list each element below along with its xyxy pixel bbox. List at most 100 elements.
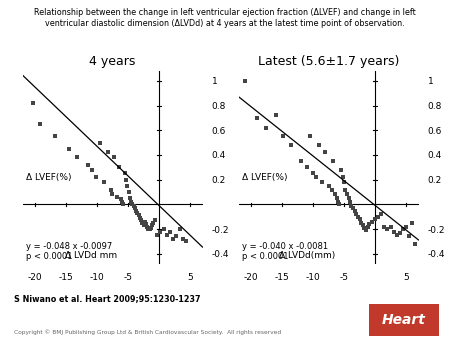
Text: y = -0.048 x -0.0097: y = -0.048 x -0.0097	[26, 242, 112, 251]
Point	[29, 100, 36, 106]
Point	[145, 226, 152, 232]
Point	[166, 229, 174, 234]
Point	[36, 121, 44, 127]
Point	[119, 202, 126, 207]
Title: Latest (5.6±1.7 years): Latest (5.6±1.7 years)	[258, 55, 399, 68]
Point	[130, 203, 137, 208]
Point	[132, 208, 140, 213]
Point	[122, 177, 130, 183]
Point	[339, 174, 346, 180]
Point	[378, 212, 385, 217]
Point	[354, 214, 361, 219]
Point	[306, 134, 314, 139]
Point	[351, 208, 359, 213]
Point	[139, 220, 146, 225]
Point	[182, 239, 189, 244]
Point	[170, 236, 177, 242]
Point	[136, 215, 144, 221]
Point	[104, 150, 112, 155]
Point	[381, 224, 388, 229]
Point	[288, 142, 295, 148]
Point	[353, 212, 360, 217]
Point	[115, 165, 122, 170]
Point	[384, 226, 391, 232]
Point	[144, 224, 151, 229]
Point	[96, 140, 104, 145]
Text: Relationship between the change in left ventricular ejection fraction (ΔLVEF) an: Relationship between the change in left …	[34, 8, 416, 28]
Point	[122, 171, 129, 176]
Point	[101, 179, 108, 185]
Title: 4 years: 4 years	[89, 55, 136, 68]
Point	[369, 219, 376, 224]
Point	[111, 155, 118, 160]
Point	[263, 125, 270, 130]
Point	[364, 224, 371, 229]
Point	[153, 233, 161, 238]
Text: y = -0.040 x -0.0081: y = -0.040 x -0.0081	[242, 242, 328, 251]
Point	[315, 142, 323, 148]
Text: S Niwano et al. Heart 2009;95:1230-1237: S Niwano et al. Heart 2009;95:1230-1237	[14, 294, 200, 303]
Point	[148, 223, 156, 228]
Point	[328, 187, 335, 192]
Point	[343, 192, 351, 197]
Text: Δ LVDd(mm): Δ LVDd(mm)	[279, 251, 335, 260]
Point	[151, 218, 158, 223]
Point	[310, 171, 317, 176]
Point	[137, 218, 144, 223]
Point	[113, 194, 121, 200]
Point	[157, 229, 164, 234]
Point	[360, 225, 368, 231]
Point	[346, 199, 354, 204]
Point	[65, 146, 72, 151]
Point	[329, 159, 337, 164]
Point	[350, 206, 357, 211]
Point	[346, 195, 353, 201]
Point	[359, 223, 366, 228]
Point	[312, 174, 319, 180]
Point	[272, 113, 279, 118]
Point	[88, 167, 95, 172]
Point	[134, 210, 141, 216]
Point	[334, 199, 342, 204]
Text: p < 0.0001: p < 0.0001	[242, 252, 288, 261]
Point	[179, 236, 186, 242]
Point	[163, 233, 171, 238]
Point	[348, 203, 355, 208]
Point	[331, 192, 338, 197]
Point	[396, 230, 404, 236]
Point	[241, 78, 248, 83]
Point	[303, 165, 310, 170]
Point	[129, 202, 136, 207]
Point	[127, 199, 135, 204]
Point	[118, 199, 126, 204]
Point	[362, 227, 369, 233]
Text: Heart: Heart	[382, 313, 426, 327]
Point	[356, 216, 363, 222]
Point	[125, 189, 132, 195]
Point	[371, 216, 378, 222]
Point	[340, 179, 347, 185]
Point	[325, 183, 332, 189]
Point	[342, 187, 349, 192]
Point	[160, 226, 167, 232]
Point	[109, 192, 116, 197]
Point	[297, 159, 304, 164]
Point	[322, 150, 329, 155]
Point	[124, 183, 131, 189]
Text: p < 0.0001: p < 0.0001	[26, 252, 72, 261]
Point	[393, 233, 400, 238]
Point	[390, 229, 397, 234]
Point	[409, 220, 416, 225]
Point	[387, 224, 394, 229]
Point	[358, 220, 365, 225]
Point	[402, 224, 410, 229]
Point	[135, 213, 142, 218]
Point	[405, 234, 413, 239]
Point	[126, 195, 134, 201]
Point	[107, 187, 114, 192]
Point	[73, 155, 81, 160]
Point	[150, 220, 157, 225]
Text: Copyright © BMJ Publishing Group Ltd & British Cardiovascular Society.  All righ: Copyright © BMJ Publishing Group Ltd & B…	[14, 329, 281, 335]
Point	[92, 174, 99, 180]
Point	[148, 225, 155, 231]
